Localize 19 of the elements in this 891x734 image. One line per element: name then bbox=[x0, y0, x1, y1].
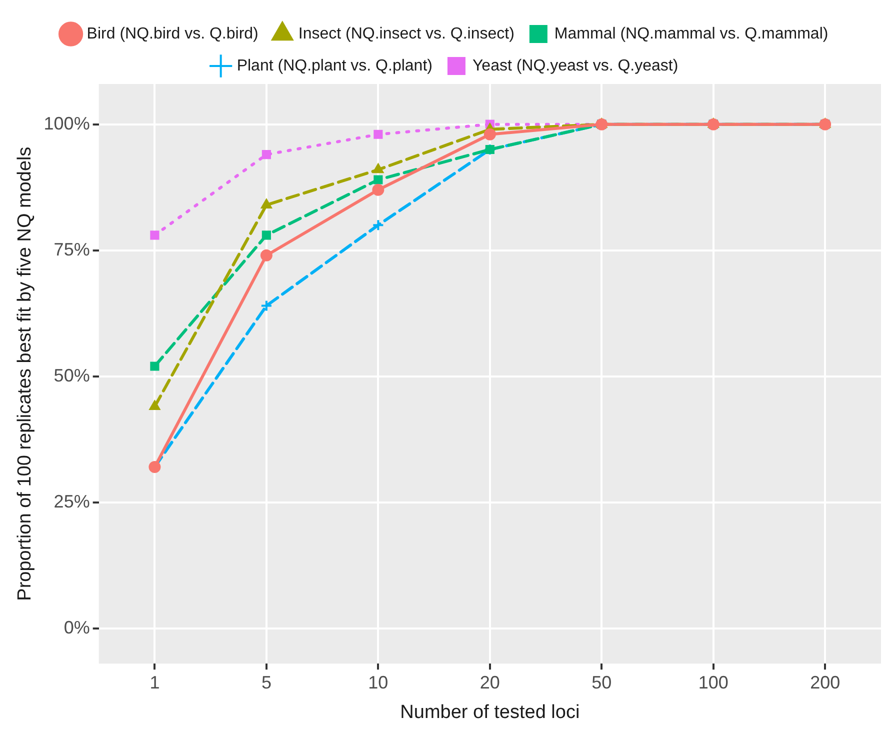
legend-label: Insect (NQ.insect vs. Q.insect) bbox=[298, 25, 514, 42]
y-tick-label: 0% bbox=[64, 617, 90, 638]
y-axis-title: Proportion of 100 replicates best fit by five NQ models bbox=[14, 146, 36, 601]
legend-label: Yeast (NQ.yeast vs. Q.yeast) bbox=[472, 57, 678, 74]
legend-label: Mammal (NQ.mammal vs. Q.mammal) bbox=[554, 25, 828, 42]
x-tick-label: 10 bbox=[368, 672, 388, 692]
x-tick-label: 100 bbox=[698, 672, 728, 692]
x-tick-label: 200 bbox=[810, 672, 840, 692]
legend-label: Bird (NQ.bird vs. Q.bird) bbox=[86, 25, 258, 42]
y-tick-label: 25% bbox=[54, 491, 90, 512]
y-tick-label: 50% bbox=[54, 365, 90, 386]
legend-label: Plant (NQ.plant vs. Q.plant) bbox=[236, 57, 432, 74]
x-axis-title: Number of tested loci bbox=[400, 702, 580, 723]
x-tick-label: 20 bbox=[480, 672, 500, 692]
y-tick-label: 75% bbox=[54, 239, 90, 260]
y-tick-label: 100% bbox=[44, 113, 90, 134]
x-tick-label: 1 bbox=[150, 672, 160, 692]
x-tick-label: 5 bbox=[261, 672, 272, 692]
x-tick-label: 50 bbox=[592, 672, 612, 692]
